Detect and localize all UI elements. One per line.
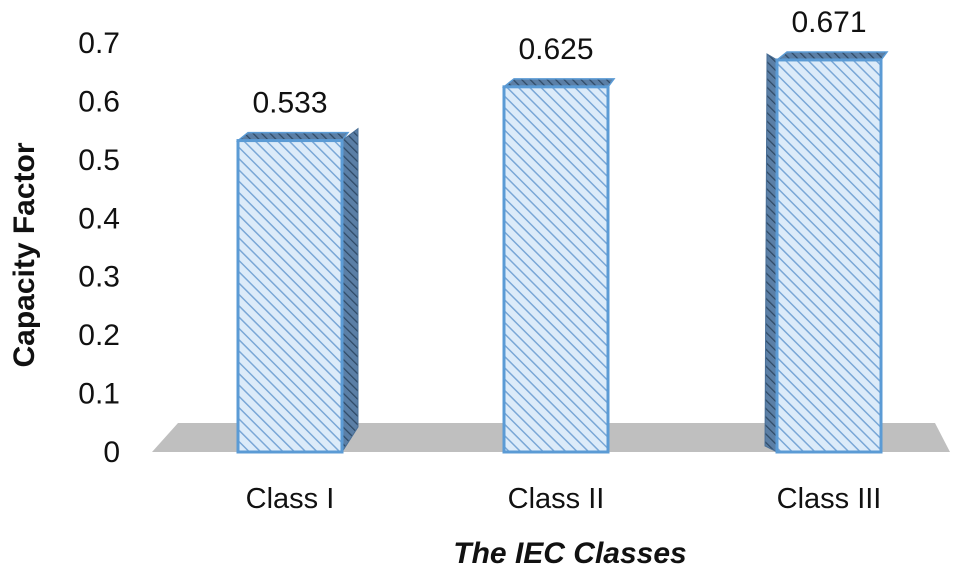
y-tick-label: 0.3 <box>78 261 120 294</box>
y-tick-label: 0.6 <box>78 85 120 118</box>
y-tick-label: 0.2 <box>78 319 120 352</box>
data-label: 0.671 <box>791 6 866 39</box>
x-axis-categories: Class I Class II Class III <box>246 483 882 515</box>
y-tick-label: 0.5 <box>78 144 120 177</box>
bar-front <box>236 139 344 454</box>
y-tick-label: 0.7 <box>78 27 120 60</box>
y-axis-ticks: 0 0.1 0.2 0.3 0.4 0.5 0.6 0.7 <box>78 27 120 469</box>
data-label: 0.625 <box>518 33 593 66</box>
bar <box>501 78 616 454</box>
bar-front <box>775 58 883 454</box>
x-axis-title: The IEC Classes <box>453 537 686 570</box>
bar-front <box>502 85 610 454</box>
x-tick-label: Class I <box>246 483 335 515</box>
bars <box>235 51 889 454</box>
x-tick-label: Class III <box>777 483 882 515</box>
bar <box>764 51 889 454</box>
bar <box>235 127 359 454</box>
y-axis-title: Capacity Factor <box>8 142 41 367</box>
data-labels: 0.533 0.625 0.671 <box>252 6 866 120</box>
data-label: 0.533 <box>252 87 327 120</box>
x-tick-label: Class II <box>508 483 605 515</box>
bar-side <box>341 127 359 454</box>
y-tick-label: 0 <box>103 436 120 469</box>
y-tick-label: 0.1 <box>78 378 120 411</box>
y-tick-label: 0.4 <box>78 202 120 235</box>
bar-side <box>764 53 778 453</box>
